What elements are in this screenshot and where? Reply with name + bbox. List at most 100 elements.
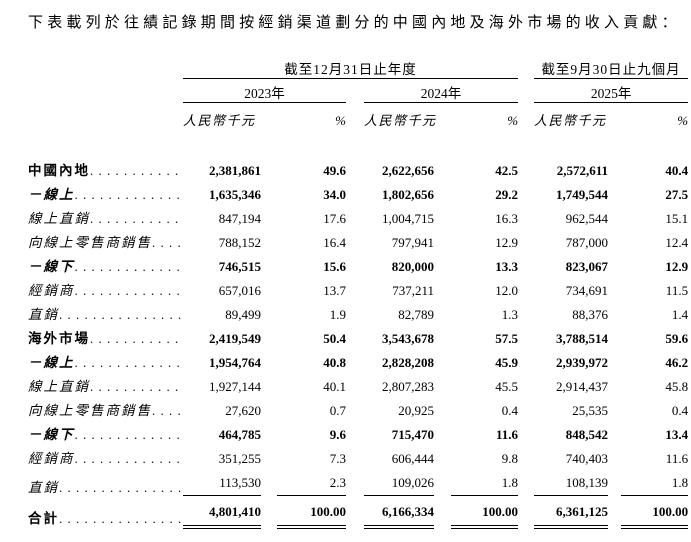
amount-2024: 797,941	[391, 235, 434, 250]
amount-2025: 2,572,611	[556, 163, 609, 178]
dot-leader	[59, 307, 183, 323]
table-row: 合計 4,801,410 100.00 6,166,334 100.00 6,3…	[28, 495, 689, 529]
row-label-cell: 合計	[28, 496, 183, 528]
table-header: 截至12月31日止年度 截至9月30日止九個月 2023年 2024年 2025…	[28, 58, 689, 129]
row-label-cell: 線上直銷	[28, 371, 183, 395]
percent-2023: 7.3	[329, 451, 346, 466]
row-label: 經銷商	[28, 451, 75, 466]
amount-2025: 848,542	[565, 427, 609, 442]
amount-2024: 715,470	[391, 427, 434, 442]
amount-2023: 27,620	[225, 403, 261, 418]
revenue-by-channel-table: 截至12月31日止年度 截至9月30日止九個月 2023年 2024年 2025…	[28, 58, 689, 529]
percent-2025: 1.8	[621, 467, 689, 496]
table-row: －線下 746,515 15.6 820,000 13.3 823,067 12…	[28, 251, 688, 275]
dot-leader	[75, 283, 184, 299]
table-row: －線上 1,635,346 34.0 1,802,656 29.2 1,749,…	[28, 179, 688, 203]
pct-label-2024: %	[507, 113, 519, 128]
dot-leader	[75, 187, 184, 203]
amount-2025: 734,691	[565, 283, 609, 298]
percent-2024: 45.9	[495, 355, 519, 370]
table-row: 直銷 89,499 1.9 82,789 1.3 88,376 1.4	[28, 299, 688, 323]
table-row: 中國內地 2,381,861 49.6 2,622,656 42.5 2,572…	[28, 129, 688, 179]
percent-2025: 15.1	[665, 211, 689, 226]
row-label-cell: 經銷商	[28, 443, 183, 467]
table-row: 直銷 113,530 2.3 109,026 1.8 108,139 1.8	[28, 467, 689, 496]
percent-2023: 16.4	[323, 235, 346, 250]
amount-2024: 737,211	[392, 283, 434, 298]
percent-2024: 11.6	[496, 427, 519, 442]
row-label: 中國內地	[28, 163, 90, 178]
amount-2024: 820,000	[391, 259, 434, 274]
period-group-row: 截至12月31日止年度 截至9月30日止九個月	[28, 58, 689, 79]
percent-2023: 49.6	[323, 163, 346, 178]
amount-2024: 1,802,656	[382, 187, 434, 202]
percent-2024: 0.4	[501, 403, 519, 418]
row-label-cell: －線下	[28, 251, 183, 275]
amount-2025: 787,000	[565, 235, 609, 250]
row-label-cell: －線上	[28, 179, 183, 203]
percent-2024: 12.0	[495, 283, 519, 298]
year-2025: 2025年	[534, 78, 689, 103]
amount-2025: 3,788,514	[556, 331, 609, 346]
percent-2023: 1.9	[329, 307, 346, 322]
row-label: 線上直銷	[28, 379, 90, 394]
row-label: 向線上零售商銷售	[28, 403, 152, 418]
percent-2023: 15.6	[323, 259, 346, 274]
table-row: －線下 464,785 9.6 715,470 11.6 848,542 13.…	[28, 419, 688, 443]
dot-leader	[90, 163, 183, 179]
amount-2024: 2,828,208	[382, 355, 434, 370]
dot-leader	[152, 403, 183, 419]
dot-leader	[59, 480, 183, 496]
row-label: －線下	[28, 427, 75, 442]
dot-leader	[90, 211, 183, 227]
percent-2023: 2.3	[277, 467, 346, 496]
dot-leader	[90, 379, 183, 395]
percent-2025: 40.4	[665, 163, 689, 178]
row-label-cell: 線上直銷	[28, 203, 183, 227]
dot-leader	[75, 451, 184, 467]
pct-label-2025: %	[677, 113, 689, 128]
table-row: 線上直銷 847,194 17.6 1,004,715 16.3 962,544…	[28, 203, 688, 227]
period-group-9m: 截至9月30日止九個月	[534, 58, 689, 79]
amount-2023: 464,785	[218, 427, 261, 442]
year-row: 2023年 2024年 2025年	[28, 78, 689, 103]
row-label-cell: 中國內地	[28, 129, 183, 179]
percent-2023: 50.4	[323, 331, 346, 346]
amount-2023: 788,152	[218, 235, 261, 250]
percent-2025: 59.6	[665, 331, 689, 346]
unit-label-2025: 人民幣千元	[534, 113, 607, 128]
amount-2023: 746,515	[218, 259, 261, 274]
row-label-cell: －線上	[28, 347, 183, 371]
table-row: 經銷商 351,255 7.3 606,444 9.8 740,403 11.6	[28, 443, 688, 467]
dot-leader	[75, 355, 184, 371]
amount-2023: 113,530	[183, 467, 261, 496]
amount-2025: 962,544	[565, 211, 609, 226]
amount-2023: 1,954,764	[209, 355, 261, 370]
percent-2024: 1.8	[451, 467, 519, 496]
amount-2024: 109,026	[364, 467, 434, 496]
row-label-cell: 向線上零售商銷售	[28, 395, 183, 419]
percent-2025: 1.4	[671, 307, 689, 322]
amount-2023: 657,016	[218, 283, 261, 298]
percent-2024: 57.5	[495, 331, 519, 346]
percent-2024: 29.2	[495, 187, 519, 202]
row-label: 向線上零售商銷售	[28, 235, 152, 250]
row-label-cell: －線下	[28, 419, 183, 443]
amount-2023: 351,255	[218, 451, 261, 466]
row-label: －線下	[28, 259, 75, 274]
percent-2023: 17.6	[323, 211, 346, 226]
percent-2023: 100.00	[277, 495, 346, 529]
period-group-fy: 截至12月31日止年度	[183, 58, 519, 79]
row-label-cell: 海外市場	[28, 323, 183, 347]
row-label-cell: 向線上零售商銷售	[28, 227, 183, 251]
row-label: 經銷商	[28, 283, 75, 298]
amount-2025: 823,067	[565, 259, 609, 274]
table-row: 向線上零售商銷售 788,152 16.4 797,941 12.9 787,0…	[28, 227, 688, 251]
amount-2024: 606,444	[391, 451, 434, 466]
percent-2023: 0.7	[329, 403, 346, 418]
percent-2024: 9.8	[501, 451, 519, 466]
percent-2025: 27.5	[665, 187, 689, 202]
year-2024: 2024年	[364, 78, 519, 103]
amount-2024: 3,543,678	[382, 331, 434, 346]
row-label: 線上直銷	[28, 211, 90, 226]
